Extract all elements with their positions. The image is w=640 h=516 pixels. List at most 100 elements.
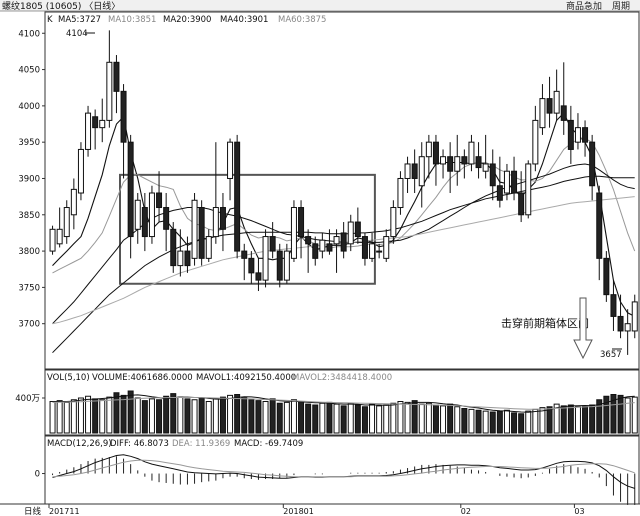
- legend-mavol1: MAVOL1:4092150.4000: [196, 373, 296, 383]
- candlestick: [525, 160, 532, 219]
- volume-bar: [262, 401, 269, 434]
- consolidation-box: [119, 173, 376, 285]
- candlestick: [369, 232, 376, 262]
- x-axis: 201711 201801 02 03: [48, 504, 585, 516]
- volume-bar: [319, 402, 326, 434]
- candle-body-down: [617, 315, 624, 332]
- candle-body-up: [319, 239, 326, 252]
- candle-body-down: [475, 156, 482, 169]
- volume-bar: [205, 401, 212, 434]
- header-button-commodity[interactable]: 商品急加: [566, 0, 602, 12]
- volume-bar: [361, 406, 368, 434]
- volume-bar: [305, 403, 312, 434]
- candlestick: [134, 193, 141, 244]
- candle-body-up: [85, 112, 92, 150]
- candlestick: [106, 30, 113, 128]
- legend-macd: MACD(12,26,9): [47, 439, 112, 449]
- candle-body-up: [148, 192, 155, 238]
- candle-body-down: [113, 61, 120, 92]
- volume-bar: [170, 393, 177, 434]
- macd-dea-line: [52, 459, 635, 478]
- candle-body-down: [127, 141, 134, 238]
- legend-k: K: [47, 15, 53, 25]
- candlestick: [447, 142, 454, 193]
- volume-bar: [148, 398, 155, 434]
- header-button-period[interactable]: 周期: [612, 1, 630, 12]
- volume-bar: [475, 409, 482, 434]
- candlestick: [127, 134, 134, 259]
- volume-bar: [212, 398, 219, 434]
- volume-bar: [496, 410, 503, 434]
- volume-bar: [255, 400, 262, 434]
- volume-bar: [120, 394, 127, 434]
- volume-bar: [560, 405, 567, 434]
- candlestick: [610, 280, 617, 331]
- candle-body-up: [574, 127, 581, 143]
- volume-bar: [184, 398, 191, 434]
- candlestick: [49, 225, 56, 255]
- candle-body-down: [596, 192, 603, 259]
- candle-body-up: [227, 141, 234, 179]
- volume-bar: [447, 403, 454, 434]
- volume-bar: [127, 390, 134, 434]
- x-tick-label: 02: [461, 507, 471, 516]
- candle-body-up: [134, 199, 141, 230]
- candle-body-down: [269, 236, 276, 252]
- legend-ma5: MA5:3727: [58, 15, 101, 25]
- candle-body-up: [482, 163, 489, 172]
- volume-panel-frame: [44, 369, 640, 436]
- volume-bar: [85, 395, 92, 434]
- candlestick: [518, 171, 525, 223]
- candlestick: [574, 113, 581, 150]
- candle-body-down: [489, 163, 496, 187]
- volume-tick-label: 400万: [15, 394, 40, 404]
- candlestick: [184, 236, 191, 273]
- volume-bar: [397, 401, 404, 434]
- volume-bar: [99, 399, 106, 434]
- candle-body-down: [326, 243, 333, 252]
- volume-bar: [248, 399, 255, 434]
- volume-bar: [227, 394, 234, 434]
- candlestick: [85, 105, 92, 157]
- candlestick: [560, 62, 567, 135]
- candle-body-down: [219, 207, 226, 230]
- volume-bar: [219, 396, 226, 434]
- candle-body-down: [432, 141, 439, 165]
- volume-bar: [106, 396, 113, 434]
- volume-bar: [333, 403, 340, 434]
- candle-body-up: [283, 250, 290, 281]
- price-tick-label: 3850: [18, 211, 40, 221]
- candlestick: [411, 149, 418, 193]
- candle-body-down: [567, 119, 574, 150]
- candlestick: [120, 84, 127, 179]
- candlestick: [397, 171, 404, 215]
- volume-bar: [574, 406, 581, 434]
- candle-body-up: [347, 221, 354, 245]
- candle-body-up: [404, 163, 411, 179]
- candle-body-up: [77, 148, 84, 194]
- candlestick: [56, 207, 63, 248]
- volume-bar: [177, 396, 184, 434]
- candle-body-down: [496, 185, 503, 201]
- candle-body-up: [383, 236, 390, 259]
- candlestick: [99, 98, 106, 143]
- candlestick: [212, 142, 219, 244]
- volume-bars: 400万: [15, 390, 638, 434]
- legend-ma60: MA60:3875: [278, 15, 326, 25]
- candle-body-down: [340, 232, 347, 252]
- volume-bar: [539, 407, 546, 434]
- volume-bar: [624, 397, 631, 434]
- candlestick: [177, 229, 184, 277]
- candle-body-down: [156, 192, 163, 209]
- candlestick: [77, 142, 84, 201]
- candlestick: [347, 214, 354, 252]
- candlestick: [326, 229, 333, 255]
- volume-bar: [553, 403, 560, 434]
- volume-bar: [468, 408, 475, 434]
- candle-body-down: [141, 207, 148, 238]
- candlestick: [312, 236, 319, 266]
- x-tick-label: 03: [574, 507, 584, 516]
- x-tick-label: 201801: [283, 507, 314, 516]
- volume-bar: [241, 397, 248, 434]
- candle-body-up: [369, 243, 376, 259]
